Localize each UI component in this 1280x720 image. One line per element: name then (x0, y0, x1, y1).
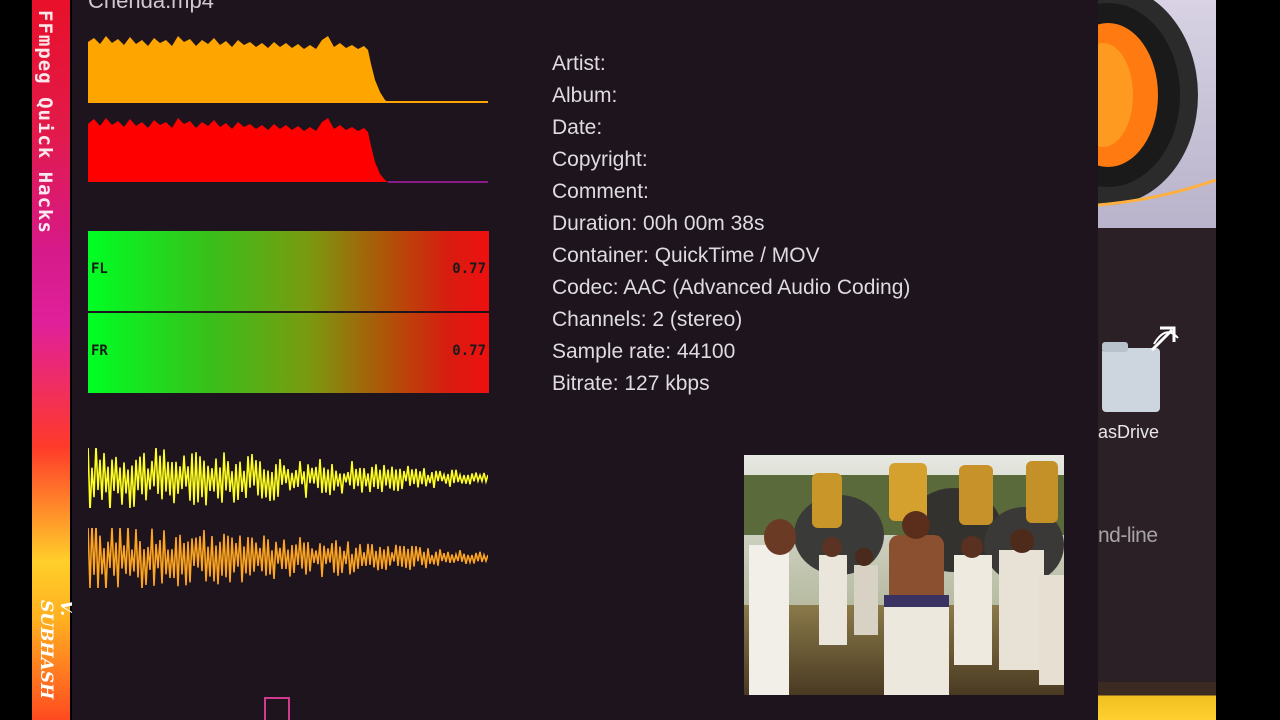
folder-icon[interactable] (1100, 320, 1180, 416)
desktop-background: asDrive nd-line (1098, 0, 1280, 720)
info-bitrate: Bitrate: 127 kbps (552, 372, 710, 395)
disc-wallpaper (1098, 0, 1216, 228)
oscilloscope-left (87, 444, 489, 513)
folder-label[interactable]: asDrive (1098, 422, 1160, 442)
info-duration: Duration: 00h 00m 38s (552, 212, 765, 235)
info-copyright: Copyright: (552, 148, 648, 171)
media-player-window: Chenda.mp4 FL 0.77 FR 0.77 Artist: A (72, 0, 1098, 720)
desktop-bottom-strip (1098, 682, 1216, 720)
meter-value: 0.77 (452, 261, 486, 277)
oscilloscope-right (87, 523, 489, 591)
info-album: Album: (552, 84, 618, 107)
book-spine: FFmpeg Quick Hacks V. SUBHASH (0, 0, 76, 720)
info-artist: Artist: (552, 52, 606, 75)
meter-channel-label: FL (91, 261, 108, 277)
info-container: Container: QuickTime / MOV (552, 244, 820, 267)
info-codec: Codec: AAC (Advanced Audio Coding) (552, 276, 911, 299)
waveform-right-channel (88, 114, 488, 184)
meter-value: 0.77 (452, 343, 486, 359)
meter-channel-label: FR (91, 343, 108, 359)
info-comment: Comment: (552, 180, 649, 203)
level-meter-fr: FR 0.77 (88, 313, 489, 393)
info-channels: Channels: 2 (stereo) (552, 308, 743, 331)
playback-cursor-marker (264, 697, 290, 720)
info-sample-rate: Sample rate: 44100 (552, 340, 736, 363)
spine-author: V. SUBHASH (36, 600, 76, 700)
info-date: Date: (552, 116, 603, 139)
spine-gradient (32, 0, 70, 720)
waveform-left-channel (88, 34, 488, 104)
media-title: Chenda.mp4 (88, 0, 214, 13)
video-thumbnail[interactable] (744, 455, 1064, 695)
spine-title: FFmpeg Quick Hacks (34, 10, 56, 234)
desktop-text: nd-line (1098, 524, 1158, 547)
level-meter-fl: FL 0.77 (88, 231, 489, 311)
media-info-panel: Artist: Album: Date: Copyright: Comment:… (552, 48, 910, 400)
desktop-panel: asDrive nd-line (1098, 0, 1216, 720)
